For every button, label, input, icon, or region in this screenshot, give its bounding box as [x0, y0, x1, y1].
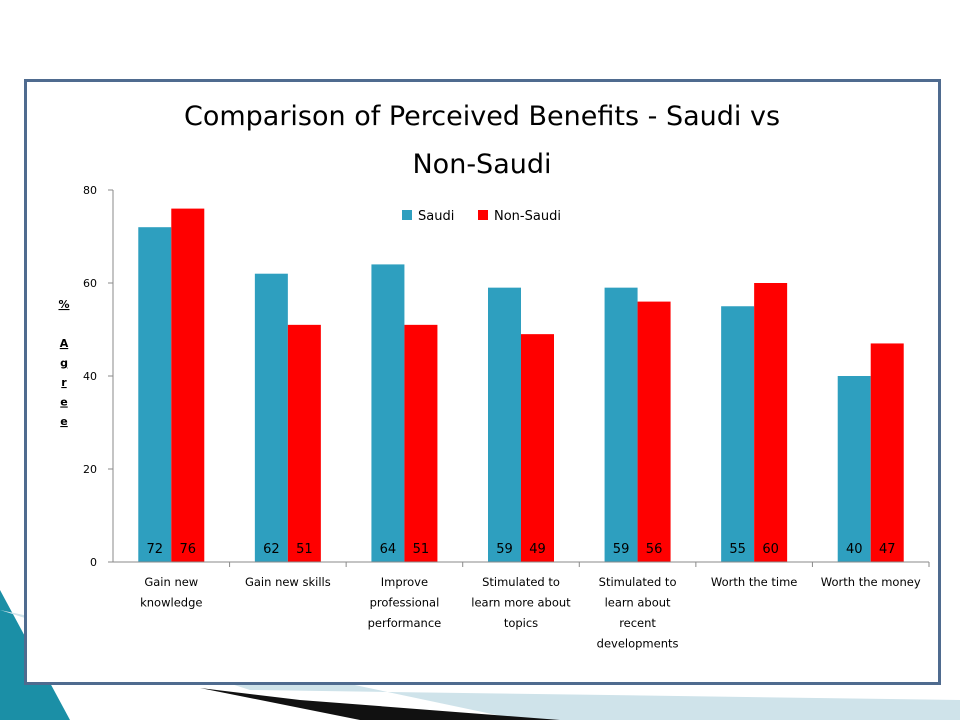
bars: [138, 208, 904, 562]
y-axis-label-char: A: [60, 337, 69, 350]
legend-label-saudi: Saudi: [418, 209, 454, 224]
x-category-label: Stimulated to: [599, 575, 677, 589]
value-label-saudi: 40: [846, 542, 863, 557]
value-label-non-saudi: 47: [879, 542, 896, 557]
bar-saudi: [488, 287, 521, 562]
x-category-label: learn more about: [471, 596, 571, 610]
y-axis-label-char: r: [61, 376, 67, 389]
chart-title-line-2: Non-Saudi: [412, 149, 551, 180]
value-label-non-saudi: 49: [529, 542, 546, 557]
y-axis: 0 20 40 60 80: [83, 184, 114, 569]
value-label-saudi: 55: [729, 542, 746, 557]
value-label-saudi: 72: [147, 542, 164, 557]
value-label-non-saudi: 51: [296, 542, 313, 557]
bar-non-saudi: [404, 324, 438, 562]
value-label-non-saudi: 56: [646, 542, 663, 557]
x-category-label: professional: [370, 596, 440, 610]
bar-non-saudi: [870, 343, 904, 562]
bar-non-saudi: [637, 301, 671, 562]
y-tick-label: 20: [83, 463, 97, 476]
x-category-label: developments: [597, 637, 679, 651]
bar-saudi: [254, 273, 288, 562]
x-category-label: knowledge: [140, 596, 202, 610]
bar-non-saudi: [754, 283, 788, 562]
chart-title-line-1: Comparison of Perceived Benefits - Saudi…: [184, 101, 780, 132]
value-label-saudi: 59: [496, 542, 513, 557]
bar-non-saudi: [171, 208, 205, 562]
x-category-label: Worth the time: [711, 575, 797, 589]
value-label-saudi: 59: [613, 542, 630, 557]
value-label-saudi: 64: [380, 542, 397, 557]
bar-non-saudi: [521, 334, 554, 562]
legend-swatch-saudi: [402, 210, 412, 220]
bar-saudi: [604, 287, 638, 562]
bar-non-saudi: [287, 324, 321, 562]
y-tick-label: 40: [83, 370, 97, 383]
data-labels: 72 76 62 51 64 51 59 49 59 56 55 60 40 47: [147, 542, 896, 557]
chart-frame: Comparison of Perceived Benefits - Saudi…: [24, 79, 941, 685]
legend-swatch-non-saudi: [478, 210, 488, 220]
legend-label-non-saudi: Non-Saudi: [494, 209, 561, 224]
bar-saudi: [371, 264, 405, 562]
bar-saudi: [721, 306, 755, 562]
x-category-label: topics: [504, 616, 538, 630]
decor-dark-band: [200, 688, 560, 720]
value-label-non-saudi: 51: [413, 542, 430, 557]
bar-chart: Comparison of Perceived Benefits - Saudi…: [58, 101, 930, 651]
y-tick-label: 60: [83, 277, 97, 290]
y-axis-label-char: %: [58, 298, 69, 311]
x-category-label: recent: [619, 616, 656, 630]
y-tick-label: 0: [90, 556, 97, 569]
legend: Saudi Non-Saudi: [402, 209, 561, 224]
x-axis: Gain new knowledge Gain new skills Improve p…: [113, 561, 930, 651]
value-label-non-saudi: 76: [180, 542, 197, 557]
x-category-label: Stimulated to: [482, 575, 560, 589]
x-category-label: learn about: [605, 596, 671, 610]
y-tick-label: 80: [83, 184, 97, 197]
x-category-label: performance: [368, 616, 442, 630]
x-category-label: Gain new: [144, 575, 198, 589]
y-axis-label-char: g: [60, 357, 68, 370]
bar-saudi: [837, 376, 871, 562]
x-category-label: Gain new skills: [245, 575, 331, 589]
x-category-label: Worth the money: [821, 575, 921, 589]
y-axis-label-char: e: [60, 396, 67, 409]
value-label-saudi: 62: [263, 542, 280, 557]
value-label-non-saudi: 60: [762, 542, 779, 557]
bar-saudi: [138, 227, 172, 562]
y-axis-label-char: e: [60, 415, 67, 428]
x-category-label: Improve: [381, 575, 428, 589]
